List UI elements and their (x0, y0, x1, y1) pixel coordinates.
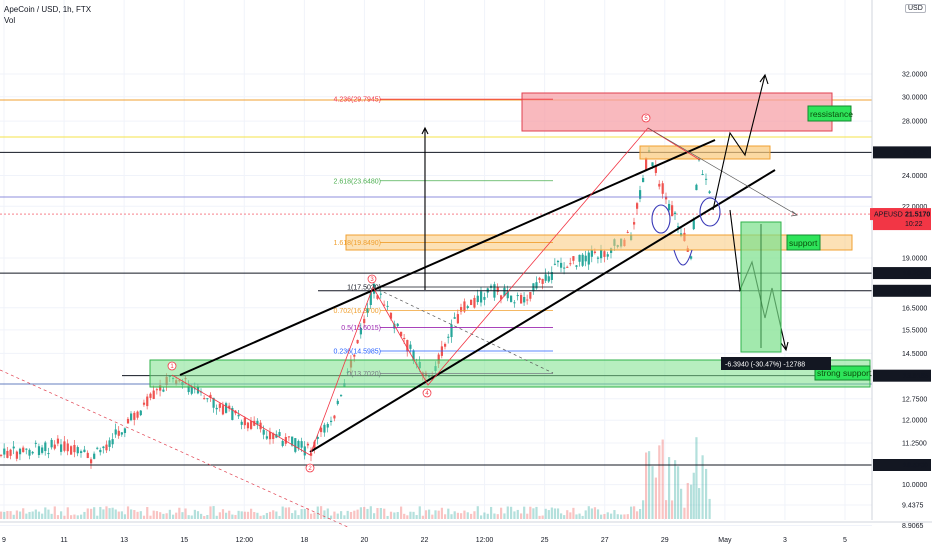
fib-level-label: 0(13.7020) (347, 371, 381, 378)
price-level-value: 17.3150 (903, 288, 928, 295)
price-level-value: 10.5700 (903, 463, 928, 470)
time-tick-label: 25 (541, 537, 549, 544)
time-tick-label: 18 (300, 537, 308, 544)
price-tick-label: 24.0000 (902, 173, 927, 180)
price-tick-label: 28.0000 (902, 119, 927, 126)
time-tick-label: 15 (180, 537, 188, 544)
price-tick-label: 30.0000 (902, 94, 927, 101)
time-tick-label: 5 (843, 537, 847, 544)
price-tick-label: 9.4375 (902, 503, 924, 510)
fib-level-label: 0.5(15.6015) (341, 325, 381, 332)
price-level-value: 25.6280 (903, 150, 928, 157)
time-tick-label: May (718, 537, 732, 544)
time-tick-label: 13 (120, 537, 128, 544)
price-tick-label: 19.0000 (902, 256, 927, 263)
price-tick-label: 14.5000 (902, 351, 927, 358)
price-level-value: 13.6135 (903, 373, 928, 380)
trend-lines (0, 127, 798, 529)
price-level-tag (873, 146, 931, 159)
price-tick-label: 11.2500 (902, 440, 927, 447)
price-tick-label: 15.5000 (902, 327, 927, 334)
projection-path-up (421, 73, 769, 290)
rising-channel[interactable] (179, 139, 776, 453)
volume-label: Vol (4, 16, 16, 25)
symbol-title: ApeCoin / USD, 1h, FTX (4, 5, 92, 14)
fib-level-label: 2.618(23.6480) (334, 178, 381, 185)
measure-label: -6.3940 (-30.47%) -12788 (725, 362, 805, 369)
chart-legend: ApeCoin / USD, 1h, FTX Vol (4, 4, 91, 26)
time-tick-label: 9 (2, 537, 6, 544)
price-tick-label: 22.0000 (902, 204, 927, 211)
wave-labels: 1 2 3 4 5 (167, 113, 651, 473)
price-tick-label: 8.9065 (902, 523, 924, 530)
pattern-highlights (651, 197, 721, 266)
fib-level-label: 4.236(29.7945) (334, 97, 381, 104)
chart-grid (0, 0, 872, 526)
symbol-tag-text: APEUSD (874, 212, 903, 219)
fib-level-label: 0.702(16.3700) (334, 308, 381, 315)
time-tick-label: 12:00 (476, 537, 494, 544)
resistance-zone[interactable]: ressistance (521, 92, 853, 132)
price-level-value: 21.5170 (905, 212, 930, 219)
countdown-text: 10:22 (905, 221, 923, 228)
time-tick-label: 12:00 (236, 537, 254, 544)
price-level-tag (873, 459, 931, 471)
fib-level-label: 1(17.5020) (347, 284, 381, 291)
fib-level-label: 1.618(19.8490) (334, 240, 381, 247)
time-tick-label: 11 (60, 537, 67, 544)
time-tick-label: 20 (361, 537, 369, 544)
wave-label: 3 (370, 277, 374, 283)
currency-button[interactable]: USD (905, 4, 926, 13)
time-tick-label: 29 (661, 537, 669, 544)
price-tick-label: 12.0000 (902, 418, 927, 425)
price-level-tag (873, 284, 931, 297)
fib-level-label: 0.236(14.5985) (334, 349, 381, 356)
time-axis[interactable]: 9 11 13 15 12:00 18 20 22 12:00 25 27 29 May 3 5 (0, 521, 932, 544)
wave-label: 2 (308, 466, 312, 472)
wave-label: 5 (644, 116, 648, 122)
price-range-measure[interactable]: -6.3940 (-30.47%) -12788 (721, 221, 831, 370)
price-tick-label: 32.0000 (902, 72, 927, 79)
wave-label: 1 (170, 364, 174, 370)
support-label: support (789, 238, 818, 248)
strong-support-label: strong support (817, 368, 872, 378)
time-tick-label: 3 (783, 537, 787, 544)
price-axis[interactable]: 32.0000 30.0000 28.0000 24.0000 22.0000 19.00… (870, 0, 931, 530)
price-level-value: 18.2065 (903, 271, 928, 278)
volume-bars (0, 437, 711, 519)
resistance-label: ressistance (810, 109, 853, 119)
elliott-wave-lines (171, 127, 701, 456)
price-tick-label: 10.0000 (902, 482, 927, 489)
price-tick-label: 12.7500 (902, 396, 927, 403)
price-tick-label: 16.5000 (902, 305, 927, 312)
price-level-tag (873, 267, 931, 280)
time-tick-label: 27 (601, 537, 609, 544)
symbol-tag (870, 208, 902, 221)
wave-label: 4 (425, 391, 429, 397)
time-tick-label: 22 (421, 537, 429, 544)
price-level-tag (873, 369, 931, 382)
